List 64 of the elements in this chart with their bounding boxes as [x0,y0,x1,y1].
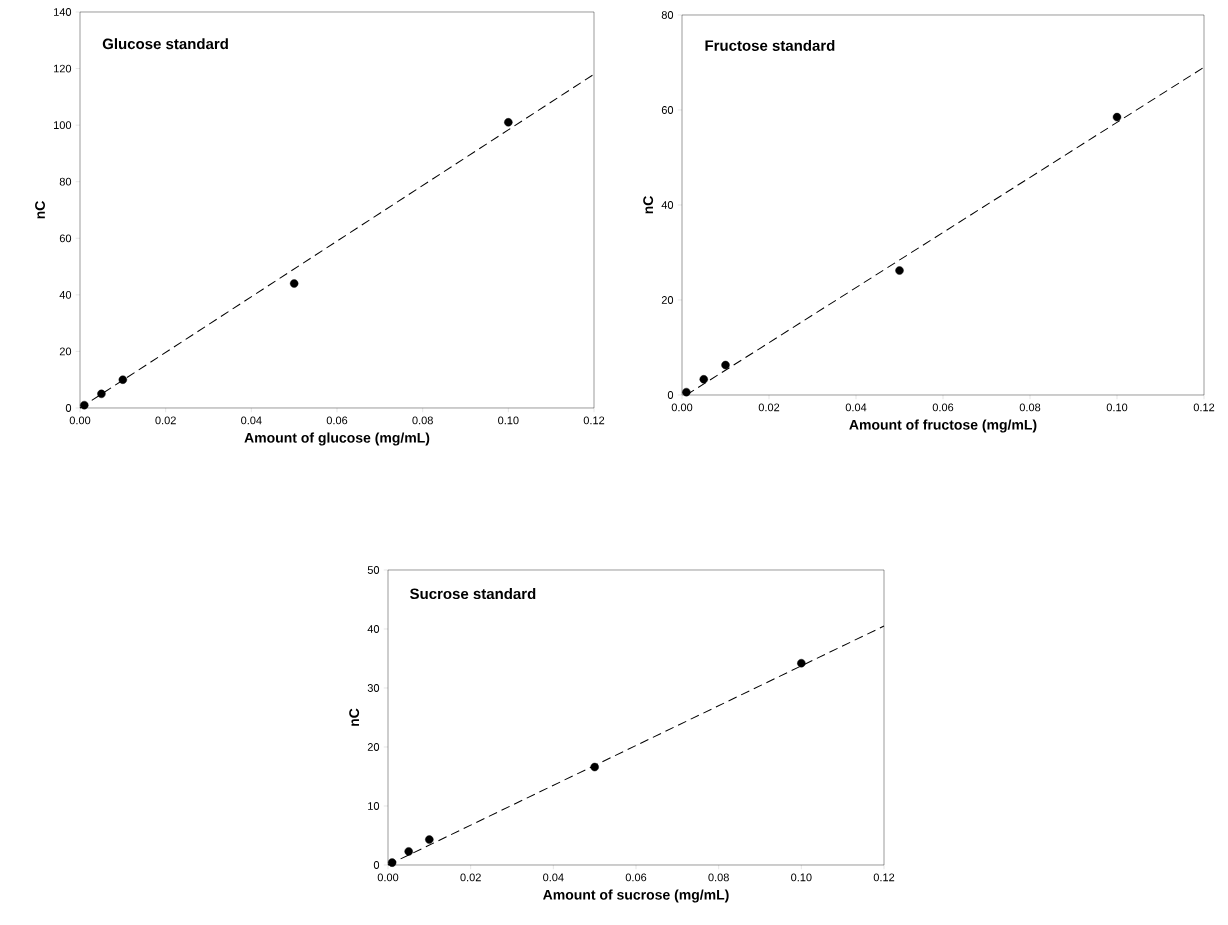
y-tick-label: 80 [661,11,674,19]
x-tick-label: 0.02 [758,403,780,412]
y-tick-label: 120 [54,64,72,73]
point [118,375,128,384]
x-tick-label: 0.04 [845,403,867,412]
y-tick-label: 50 [367,566,380,574]
y-tick-label: 100 [54,121,72,130]
x-tick-label: 0.04 [543,873,564,882]
point [80,400,89,410]
x-tick-label: 0.12 [583,416,605,425]
y-tick-label: 20 [661,296,674,304]
y-tick-label: 40 [59,290,72,299]
x-tick-label: 0.02 [460,873,481,882]
y-tick-label: 0 [65,404,72,412]
x-tick-label: 0.06 [932,403,954,412]
x-axis-title: Amount of glucose (mg/mL) [244,432,430,446]
x-tick-label: 0.06 [326,416,348,425]
point [1112,112,1122,122]
point [682,387,691,397]
point [404,847,413,856]
y-axis-title: nC [643,196,654,214]
x-tick-label: 0.12 [1193,403,1215,412]
point [387,858,397,867]
point [425,835,434,844]
x-tick-label: 0.00 [69,416,91,425]
text: Fructose standard [705,39,835,51]
x-tick-label: 0.00 [377,873,399,882]
y-tick-label: 0 [667,391,674,399]
y-tick-label: 80 [59,177,72,186]
y-tick-label: 140 [54,8,72,16]
x-tick-label: 0.02 [155,416,176,425]
x-tick-label: 0.06 [625,873,647,882]
x-axis-title: Amount of fructose (mg/mL) [849,419,1037,433]
x-tick-label: 0.08 [412,416,433,425]
y-tick-label: 0 [373,861,380,869]
y-tick-label: 20 [59,347,72,356]
text: Glucose standard [102,38,228,50]
point [289,279,299,288]
x-tick-label: 0.12 [873,873,895,882]
point [590,762,599,772]
text: Sucrose standard [410,588,536,600]
y-tick-label: 60 [661,106,674,114]
point [797,659,806,668]
x-tick-label: 0.04 [241,416,262,425]
x-tick-label: 0.08 [1019,403,1041,412]
x-tick-label: 0.00 [671,403,693,412]
point [504,118,513,127]
x-tick-label: 0.10 [791,873,812,882]
y-tick-label: 40 [661,201,674,209]
y-tick-label: 40 [367,625,380,633]
y-tick-label: 60 [59,234,72,243]
point [721,360,730,370]
x-tick-label: 0.10 [1106,403,1128,412]
point [895,266,904,275]
x-tick-label: 0.10 [498,416,519,425]
x-axis-title: Amount of sucrose (mg/mL) [543,889,729,903]
y-tick-label: 10 [368,802,380,810]
y-axis-title: nC [35,201,45,219]
y-tick-label: 30 [367,684,380,692]
y-axis-title: nC [349,708,360,726]
y-tick-label: 20 [367,743,380,751]
x-tick-label: 0.08 [708,873,729,882]
point [699,375,708,384]
point [97,389,106,399]
